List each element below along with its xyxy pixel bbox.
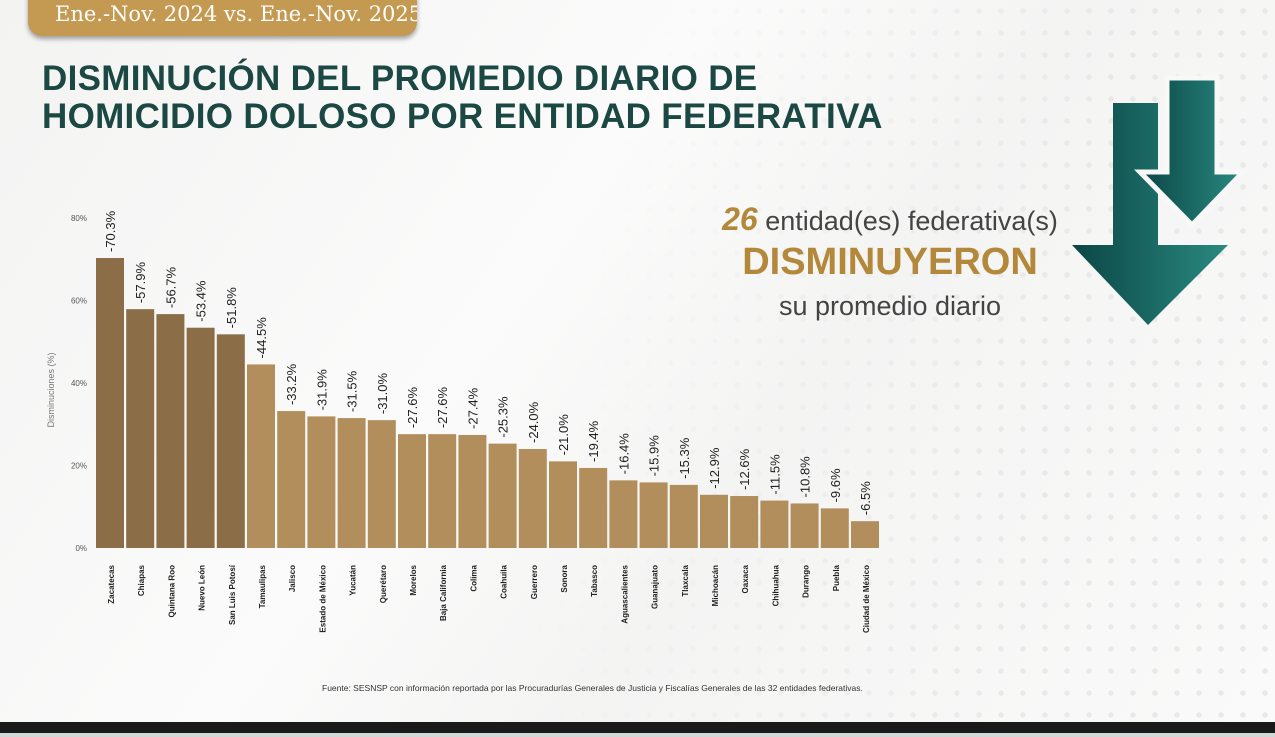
data-label: -51.8% — [224, 287, 239, 329]
bar — [820, 508, 849, 548]
bar — [760, 500, 789, 548]
kpi-summary: 26 entidad(es) federativa(s) DISMINUYERO… — [660, 200, 1120, 322]
data-label: -27.6% — [435, 387, 450, 429]
bar — [609, 480, 638, 548]
kpi-line2: DISMINUYERON — [742, 241, 1038, 284]
bar — [700, 494, 728, 548]
data-label: -15.3% — [677, 437, 692, 479]
bar — [277, 411, 306, 548]
category-label: Tlaxcala — [681, 564, 690, 596]
bar — [247, 364, 275, 548]
data-label: -15.9% — [647, 435, 662, 477]
category-label: Aguascalientes — [620, 564, 629, 623]
data-label: -70.3% — [103, 210, 118, 252]
y-tick-label: 80% — [71, 214, 87, 223]
bar — [96, 258, 124, 548]
y-tick-label: 40% — [71, 379, 87, 388]
data-label: -24.0% — [526, 401, 541, 443]
category-label: Oaxaca — [741, 564, 750, 593]
y-tick-label: 0% — [75, 544, 87, 553]
data-label: -44.5% — [254, 317, 269, 359]
data-label: -19.4% — [586, 420, 601, 462]
data-label: -56.7% — [163, 266, 178, 308]
category-label: Durango — [802, 565, 811, 598]
data-label: -27.6% — [405, 387, 420, 429]
category-label: Colima — [469, 564, 478, 591]
data-label: -31.5% — [345, 370, 360, 412]
bar — [156, 314, 185, 548]
data-label: -11.5% — [767, 454, 782, 495]
kpi-count: 26 — [722, 201, 758, 237]
bar — [126, 309, 155, 548]
data-label: -16.4% — [616, 433, 631, 475]
bar — [790, 503, 819, 548]
bar — [579, 467, 608, 548]
bar — [669, 484, 698, 548]
bar — [186, 327, 215, 548]
category-label: Morelos — [409, 564, 418, 595]
data-label: -53.4% — [194, 280, 209, 322]
data-label: -31.9% — [314, 369, 329, 411]
bar — [518, 449, 547, 548]
title-line-2: HOMICIDIO DOLOSO POR ENTIDAD FEDERATIVA — [42, 97, 883, 136]
category-label: Chihuahua — [771, 564, 780, 606]
bar — [398, 434, 426, 548]
category-label: Querétaro — [379, 565, 388, 603]
category-label: Coahuila — [500, 564, 509, 598]
category-label: Chiapas — [137, 564, 146, 596]
category-label: Puebla — [832, 564, 841, 591]
period-badge: Ene.-Nov. 2024 vs. Ene.-Nov. 2025 — [28, 0, 417, 36]
category-label: Estado de México — [318, 565, 327, 633]
page-title: DISMINUCIÓN DEL PROMEDIO DIARIO DE HOMIC… — [42, 60, 883, 136]
bar — [337, 418, 366, 548]
bar — [549, 461, 577, 548]
data-label: -33.2% — [284, 363, 299, 405]
bar — [730, 496, 759, 548]
category-label: Guanajuato — [651, 565, 660, 609]
title-line-1: DISMINUCIÓN DEL PROMEDIO DIARIO DE — [42, 59, 758, 98]
category-label: Tamaulipas — [258, 564, 267, 608]
y-axis-label: Disminuciones (%) — [46, 352, 56, 427]
category-label: Michoacán — [711, 565, 720, 606]
category-label: Ciudad de México — [862, 565, 871, 633]
data-label: -25.3% — [496, 396, 511, 438]
bar — [428, 434, 457, 548]
category-label: Tabasco — [590, 565, 599, 597]
bar — [458, 434, 487, 548]
bar — [307, 416, 336, 548]
large-arrow — [1072, 103, 1228, 325]
data-label: -12.9% — [707, 447, 722, 489]
footer-strip — [0, 733, 1275, 737]
data-label: -12.6% — [737, 448, 752, 490]
category-label: Sonora — [560, 564, 569, 592]
bar — [367, 420, 396, 548]
data-label: -31.0% — [375, 372, 390, 414]
kpi-line3: su promedio diario — [778, 290, 1002, 321]
category-label: Yucatán — [349, 565, 358, 596]
bar — [488, 443, 517, 548]
category-label: Baja California — [439, 564, 448, 621]
category-label: Nuevo León — [198, 565, 207, 611]
kpi-line1: entidad(es) federativa(s) — [765, 206, 1058, 236]
small-arrow — [1134, 75, 1249, 229]
y-tick-label: 60% — [71, 297, 87, 306]
category-label: Guerrero — [530, 565, 539, 599]
bar — [851, 521, 879, 548]
data-label: -57.9% — [133, 262, 148, 304]
category-label: Zacatecas — [107, 564, 116, 603]
data-label: -10.8% — [798, 456, 813, 498]
source-note: Fuente: SESNSP con información reportada… — [322, 683, 863, 693]
data-label: -21.0% — [556, 414, 571, 456]
data-label: -27.4% — [465, 387, 480, 429]
category-label: Quintana Roo — [167, 565, 176, 618]
category-label: Jalisco — [288, 565, 297, 592]
data-label: -6.5% — [858, 481, 873, 515]
category-label: San Luis Potosí — [228, 564, 237, 625]
y-tick-label: 20% — [71, 462, 87, 471]
bar — [216, 334, 245, 548]
bar — [639, 482, 668, 548]
data-label: -9.6% — [828, 468, 843, 502]
